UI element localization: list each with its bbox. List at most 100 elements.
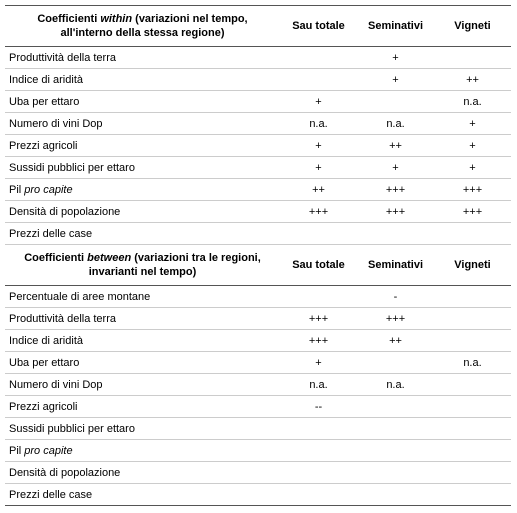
- table-row: Prezzi delle case: [5, 222, 511, 245]
- text: Produttività della terra: [9, 312, 116, 325]
- text: Sussidi pubblici per ettaro: [9, 161, 135, 174]
- text: Prezzi agricoli: [9, 400, 78, 413]
- cell: [357, 395, 434, 418]
- row-label: Indice di aridità: [5, 329, 280, 352]
- cell: [434, 439, 511, 462]
- cell: [280, 461, 357, 484]
- cell: [434, 461, 511, 484]
- row-label: Densità di popolazione: [5, 461, 280, 484]
- table-row: Produttività della terra +: [5, 46, 511, 69]
- cell: [280, 68, 357, 91]
- table-row: Sussidi pubblici per ettaro: [5, 417, 511, 440]
- text: Indice di aridità: [9, 334, 83, 347]
- table-row: Pil pro capite: [5, 439, 511, 462]
- cell: +: [280, 90, 357, 113]
- text: Pil: [9, 183, 25, 196]
- cell: +: [434, 134, 511, 157]
- row-label: Sussidi pubblici per ettaro: [5, 417, 280, 440]
- cell: [280, 417, 357, 440]
- cell: [357, 417, 434, 440]
- table-row: Indice di aridità +++ ++: [5, 329, 511, 352]
- cell: +++: [434, 178, 511, 201]
- cell: [280, 222, 357, 245]
- cell: +: [280, 351, 357, 374]
- header-label: Coefficienti between (variazioni tra le …: [5, 244, 280, 286]
- table-body: Coefficienti within (variazioni nel temp…: [5, 5, 511, 506]
- cell: n.a.: [280, 112, 357, 135]
- cell: +: [280, 156, 357, 179]
- row-label: Indice di aridità: [5, 68, 280, 91]
- text: (variazioni tra le regioni, invarianti n…: [88, 252, 261, 278]
- text: Pil: [9, 444, 25, 457]
- table-row: Prezzi agricoli --: [5, 395, 511, 418]
- cell: +++: [280, 329, 357, 352]
- cell: +++: [434, 200, 511, 223]
- table-row: Percentuale di aree montane -: [5, 285, 511, 308]
- row-label: Prezzi delle case: [5, 483, 280, 506]
- cell: [434, 285, 511, 308]
- column-header: Seminativi: [357, 5, 434, 47]
- cell: ++: [357, 329, 434, 352]
- text: Percentuale di aree montane: [9, 290, 151, 303]
- cell: +++: [357, 178, 434, 201]
- cell: [357, 461, 434, 484]
- cell: +: [280, 134, 357, 157]
- text: Prezzi agricoli: [9, 139, 78, 152]
- italic-text: between: [87, 252, 132, 264]
- cell: +: [357, 68, 434, 91]
- italic-text: within: [100, 13, 133, 25]
- cell: [357, 483, 434, 506]
- cell: [434, 373, 511, 396]
- cell: [434, 417, 511, 440]
- cell: [434, 222, 511, 245]
- column-header: Vigneti: [434, 5, 511, 47]
- cell: [280, 46, 357, 69]
- text: Prezzi delle case: [9, 488, 93, 501]
- text: Produttività della terra: [9, 51, 116, 64]
- table-row: Uba per ettaro + n.a.: [5, 90, 511, 113]
- text: Uba per ettaro: [9, 95, 80, 108]
- row-label: Densità di popolazione: [5, 200, 280, 223]
- cell: [357, 222, 434, 245]
- text: Uba per ettaro: [9, 356, 80, 369]
- cell: n.a.: [434, 90, 511, 113]
- cell: [434, 329, 511, 352]
- header-label: Coefficienti within (variazioni nel temp…: [5, 5, 280, 47]
- table: Coefficienti within (variazioni nel temp…: [5, 5, 511, 506]
- row-label: Prezzi delle case: [5, 222, 280, 245]
- text: (variazioni nel tempo, all'interno della…: [60, 13, 248, 39]
- table-row: Numero di vini Dop n.a. n.a. +: [5, 112, 511, 135]
- cell: +++: [280, 307, 357, 330]
- cell: -: [357, 285, 434, 308]
- row-label: Produttività della terra: [5, 46, 280, 69]
- row-label: Prezzi agricoli: [5, 395, 280, 418]
- cell: ++: [357, 134, 434, 157]
- cell: ++: [434, 68, 511, 91]
- row-label: Percentuale di aree montane: [5, 285, 280, 308]
- table-row: Sussidi pubblici per ettaro + + +: [5, 156, 511, 179]
- text: Numero di vini Dop: [9, 117, 103, 130]
- header-row: Coefficienti between (variazioni tra le …: [5, 244, 511, 286]
- column-header: Sau totale: [280, 244, 357, 286]
- table-row: Prezzi delle case: [5, 483, 511, 506]
- cell: [357, 351, 434, 374]
- cell: +: [434, 112, 511, 135]
- table-row: Produttività della terra +++ +++: [5, 307, 511, 330]
- cell: n.a.: [357, 112, 434, 135]
- row-label: Pil pro capite: [5, 439, 280, 462]
- text: Indice di aridità: [9, 73, 83, 86]
- row-label: Pil pro capite: [5, 178, 280, 201]
- table-row: Indice di aridità + ++: [5, 68, 511, 91]
- table-row: Numero di vini Dop n.a. n.a.: [5, 373, 511, 396]
- cell: +: [434, 156, 511, 179]
- cell: --: [280, 395, 357, 418]
- table-row: Pil pro capite ++ +++ +++: [5, 178, 511, 201]
- row-label: Numero di vini Dop: [5, 112, 280, 135]
- row-label: Uba per ettaro: [5, 90, 280, 113]
- cell: +++: [357, 307, 434, 330]
- cell: [357, 90, 434, 113]
- row-label: Uba per ettaro: [5, 351, 280, 374]
- row-label: Produttività della terra: [5, 307, 280, 330]
- table-row: Prezzi agricoli + ++ +: [5, 134, 511, 157]
